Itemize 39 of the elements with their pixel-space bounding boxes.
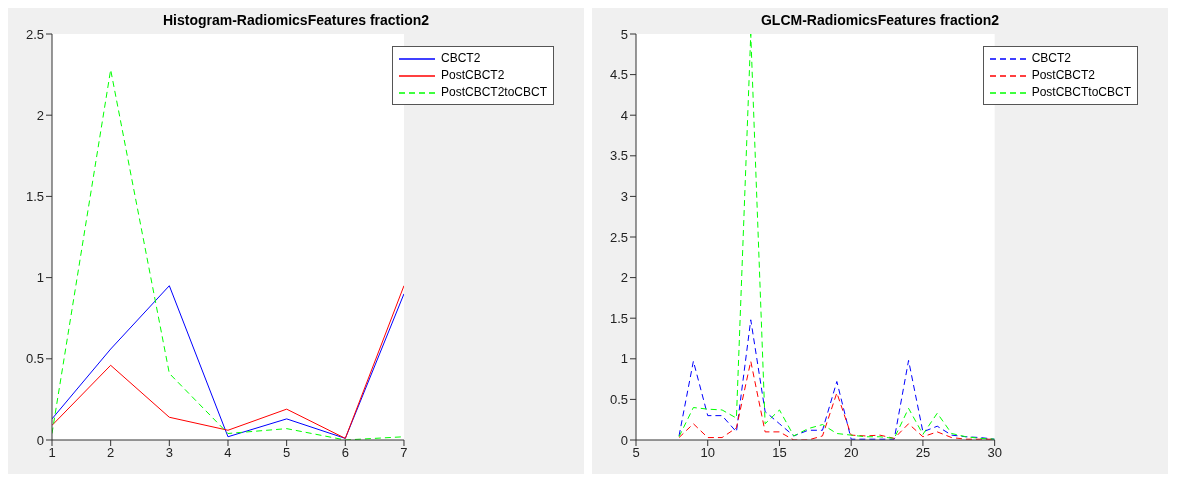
legend-label: PostCBCT2toCBCT	[440, 84, 547, 101]
y-tick-label: 4.5	[609, 67, 628, 83]
x-tick-label: 15	[772, 445, 787, 461]
chart-title: GLCM-RadiomicsFeatures fraction2	[760, 12, 1000, 28]
x-tick-label: 25	[915, 445, 931, 461]
x-tick-label: 1	[48, 445, 56, 461]
y-tick-label: 1.5	[609, 310, 628, 326]
y-tick-label: 2	[36, 107, 44, 123]
y-tick-label: 0.5	[609, 392, 628, 408]
y-tick-label: 0.5	[25, 351, 44, 367]
y-tick-label: 0	[36, 432, 44, 448]
y-tick-label: 1	[36, 270, 44, 286]
legend-label: CBCT2	[440, 50, 481, 67]
y-tick-label: 0	[620, 432, 628, 448]
y-tick-label: 1	[620, 351, 628, 367]
x-tick-label: 5	[632, 445, 640, 461]
x-tick-label: 5	[283, 445, 291, 461]
x-tick-label: 4	[224, 445, 232, 461]
x-tick-label: 6	[341, 445, 349, 461]
line-series	[678, 34, 995, 440]
x-tick-label: 2	[107, 445, 115, 461]
y-tick-label: 2.5	[609, 229, 628, 245]
y-tick-label: 1.5	[25, 189, 44, 205]
x-tick-label: 30	[987, 445, 1002, 461]
legend-label: CBCT2	[1031, 50, 1071, 67]
chart-title: Histogram-RadiomicsFeatures fraction2	[162, 12, 430, 28]
x-tick-label: 20	[843, 445, 859, 461]
y-tick-label: 4	[620, 107, 628, 123]
y-tick-label: 2.5	[25, 26, 44, 42]
y-tick-label: 3	[620, 189, 628, 205]
legend-label: PostCBCT2	[440, 67, 505, 84]
x-tick-label: 10	[700, 445, 715, 461]
y-tick-label: 5	[620, 26, 628, 42]
legend-label: PostCBCT2	[1031, 67, 1095, 84]
x-tick-label: 7	[400, 445, 408, 461]
legend-label: PostCBCTtoCBCT	[1031, 84, 1131, 101]
x-tick-label: 3	[165, 445, 173, 461]
y-tick-label: 2	[620, 270, 628, 286]
y-tick-label: 3.5	[609, 148, 628, 164]
